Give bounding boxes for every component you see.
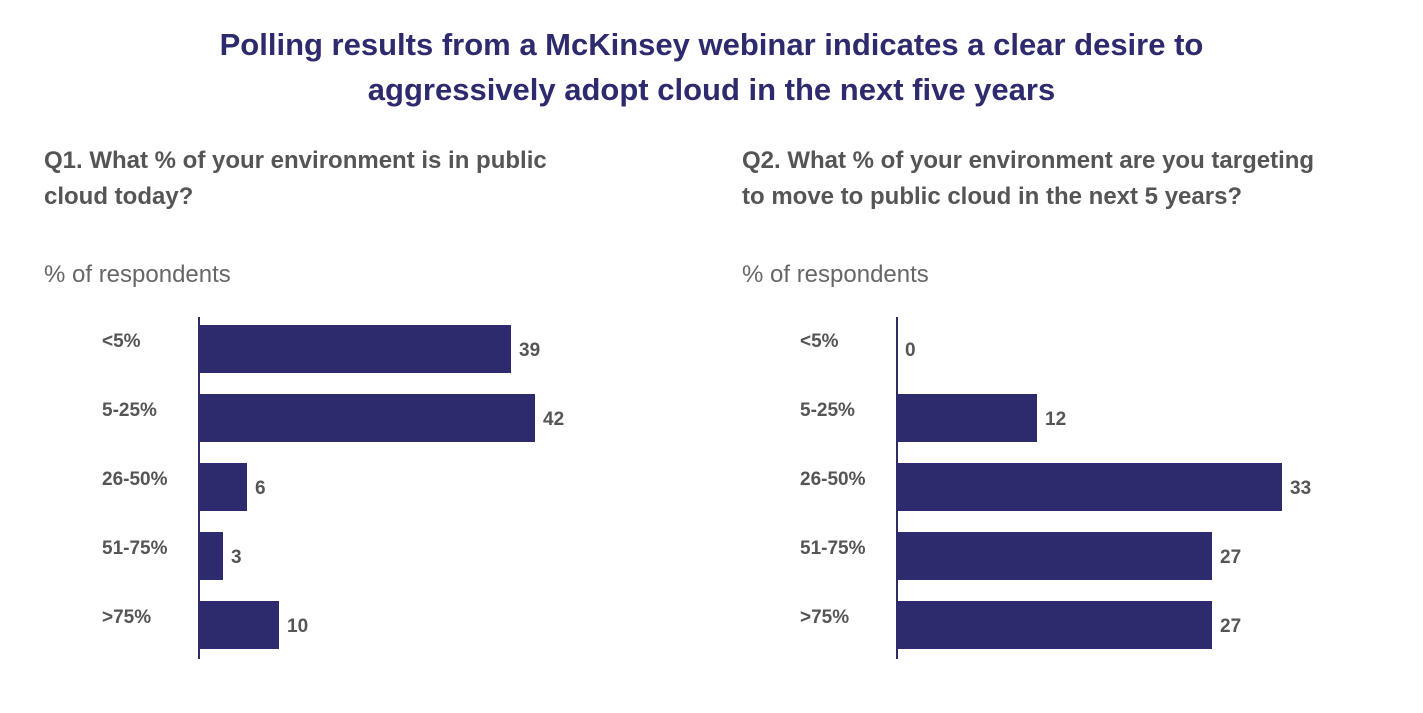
question-title-line-1: Q2. What % of your environment are you t… [742, 147, 1315, 174]
bar-chart-q2: <5% 0 5-25% 12 26-50% 33 51-75% 27 >75% 27 [800, 317, 1311, 659]
unit-label: % of respondents [44, 261, 231, 288]
question-title-line-2: cloud today? [44, 183, 194, 210]
category-label: 26-50% [800, 469, 866, 490]
question-title: Q1. What % of your environment is in pub… [44, 143, 704, 215]
category-label: >75% [102, 607, 151, 628]
bar [897, 394, 1037, 442]
bar [199, 325, 511, 373]
bar [199, 532, 223, 580]
data-label: 27 [1220, 616, 1241, 637]
bar [897, 532, 1212, 580]
data-label: 42 [543, 409, 564, 430]
category-label: 5-25% [102, 400, 157, 421]
category-label: 51-75% [800, 538, 866, 559]
category-label: <5% [102, 331, 141, 352]
category-label: 5-25% [800, 400, 855, 421]
category-label: 51-75% [102, 538, 168, 559]
bar [199, 463, 247, 511]
page-title-line-2: aggressively adopt cloud in the next fiv… [367, 72, 1056, 107]
page-title: Polling results from a McKinsey webinar … [0, 22, 1423, 112]
question-title-line-2: to move to public cloud in the next 5 ye… [742, 183, 1243, 210]
bar [897, 601, 1212, 649]
data-label: 3 [231, 547, 242, 568]
bar-chart-q1: <5% 39 5-25% 42 26-50% 6 51-75% 3 >75% 10 [102, 317, 564, 659]
category-label: 26-50% [102, 469, 168, 490]
category-label: <5% [800, 331, 839, 352]
question-title: Q2. What % of your environment are you t… [742, 143, 1402, 215]
category-label: >75% [800, 607, 849, 628]
data-label: 0 [905, 340, 916, 361]
bar [199, 394, 535, 442]
page-title-line-1: Polling results from a McKinsey webinar … [219, 27, 1204, 62]
data-label: 27 [1220, 547, 1241, 568]
bar [199, 601, 279, 649]
unit-label: % of respondents [742, 261, 929, 288]
data-label: 10 [287, 616, 308, 637]
data-label: 39 [519, 340, 540, 361]
question-title-line-1: Q1. What % of your environment is in pub… [44, 147, 547, 174]
data-label: 6 [255, 478, 266, 499]
data-label: 33 [1290, 478, 1311, 499]
data-label: 12 [1045, 409, 1066, 430]
chart-panel-q2: Q2. What % of your environment are you t… [742, 140, 1402, 700]
chart-panel-q1: Q1. What % of your environment is in pub… [44, 140, 704, 700]
bar [897, 463, 1282, 511]
